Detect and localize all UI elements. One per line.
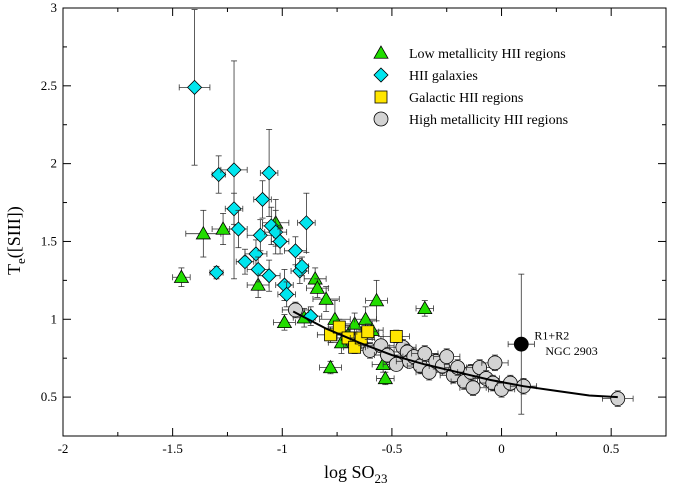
data-points [172, 9, 634, 415]
data-point [250, 277, 266, 291]
legend-marker [373, 67, 389, 83]
data-point [361, 325, 375, 339]
y-tick-label: 2.5 [41, 78, 57, 93]
data-point [346, 316, 363, 330]
data-point [208, 265, 225, 281]
data-point [248, 246, 264, 262]
y-axis-label: Te([SIII]) [4, 206, 28, 275]
data-point [294, 258, 310, 274]
x-tick-label: 0 [498, 441, 505, 456]
y-tick-label: 3 [51, 0, 58, 15]
legend-label: HII galaxies [409, 69, 478, 84]
data-point [389, 329, 403, 343]
data-point [439, 349, 455, 365]
legend-marker [374, 90, 388, 104]
data-point [186, 79, 203, 95]
data-point [279, 286, 295, 302]
x-tick-label: -1.5 [162, 441, 183, 456]
data-point [309, 280, 326, 294]
data-point [272, 233, 288, 250]
data-point [318, 291, 334, 305]
annotation-label: NGC 2903 [545, 344, 597, 358]
data-point [368, 292, 385, 307]
data-point [298, 215, 314, 231]
data-point [215, 221, 231, 235]
plot-frame [62, 7, 667, 437]
data-point [322, 359, 339, 374]
data-point [276, 314, 293, 329]
y-tick-label: 0.5 [41, 389, 57, 404]
data-point [513, 336, 529, 352]
legend: Low metallicity HII regions HII galaxies G… [373, 45, 568, 128]
data-point [261, 165, 277, 181]
data-point [226, 201, 242, 217]
legend-label: Low metallicity HII regions [409, 47, 566, 62]
x-tick-label: -0.5 [382, 441, 403, 456]
legend-label: Galactic HII regions [409, 91, 523, 106]
data-point [357, 311, 374, 325]
series-ngc-2903-r1-r2 [507, 273, 535, 415]
data-point [230, 221, 246, 237]
data-point [417, 346, 433, 361]
data-point [417, 300, 433, 315]
y-tick-label: 1 [51, 311, 58, 326]
data-point [332, 320, 346, 334]
data-point [472, 360, 488, 375]
x-tick-label: 0.5 [603, 441, 619, 456]
fit-curve [292, 310, 618, 399]
data-point [226, 162, 242, 178]
data-point [487, 355, 503, 371]
data-point [287, 243, 303, 259]
data-point [195, 225, 212, 240]
data-point [237, 254, 253, 270]
data-point [377, 370, 394, 385]
axis-ticks: -2 -1.5 -1 -0.5 0 0.5 0.5 1 1.5 2 2.5 3 [41, 0, 666, 456]
data-point [173, 269, 190, 283]
data-point [261, 268, 277, 284]
x-tick-label: -1 [277, 441, 288, 456]
legend-label: High metallicity HII regions [409, 113, 568, 128]
series-hii-galaxies [178, 9, 323, 326]
legend-marker [373, 45, 389, 59]
data-point [307, 271, 323, 285]
data-point [211, 166, 227, 183]
y-tick-label: 2 [51, 156, 58, 171]
x-axis-label: log SO23 [324, 462, 388, 486]
y-tick-label: 1.5 [41, 233, 57, 248]
data-point [610, 391, 626, 407]
data-point [254, 191, 271, 207]
legend-marker [373, 111, 389, 127]
data-point [465, 380, 481, 396]
annotation-label: R1+R2 [534, 329, 569, 343]
fit-curve-group [292, 310, 618, 399]
x-tick-label: -2 [58, 441, 69, 456]
